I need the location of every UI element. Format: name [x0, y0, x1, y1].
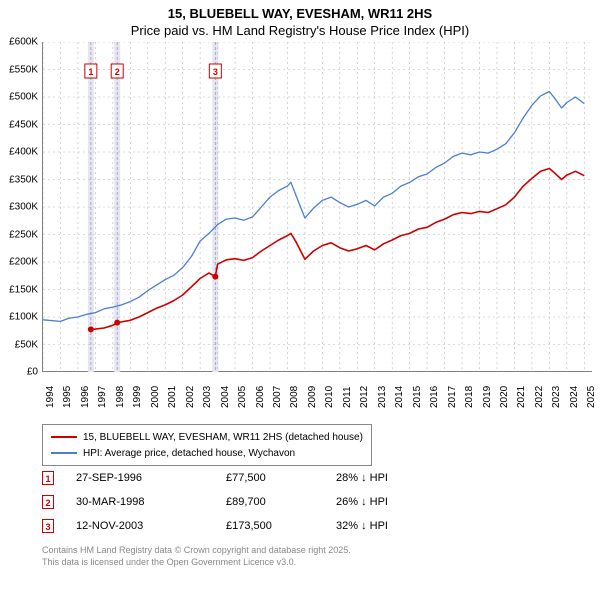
y-tick-label: £550K [9, 64, 38, 75]
x-tick-label: 1996 [80, 386, 91, 408]
y-tick-label: £150K [9, 284, 38, 295]
y-axis-labels: £0£50K£100K£150K£200K£250K£300K£350K£400… [0, 42, 42, 372]
x-tick-label: 2002 [185, 386, 196, 408]
svg-text:1: 1 [88, 67, 93, 77]
sale-price: £77,500 [226, 472, 336, 484]
legend-swatch [51, 436, 77, 438]
sale-marker-box: 1 [42, 471, 54, 485]
x-tick-label: 2004 [220, 386, 231, 408]
svg-text:3: 3 [213, 67, 218, 77]
x-tick-label: 1994 [45, 386, 56, 408]
x-tick-label: 2023 [551, 386, 562, 408]
sale-marker-box: 3 [42, 519, 54, 533]
footer-line1: Contains HM Land Registry data © Crown c… [42, 544, 351, 556]
y-tick-label: £600K [9, 37, 38, 48]
plot-area: 1 2 3 [42, 42, 592, 372]
y-tick-label: £0 [27, 367, 38, 378]
x-axis-labels: 1994 1995 1996 1997 1998 1999 2000 2001 2002 2003… [42, 374, 592, 420]
sale-date: 30-MAR-1998 [76, 496, 226, 508]
sale-pct: 32% ↓ HPI [336, 520, 456, 532]
sales-row: 3 12-NOV-2003£173,50032% ↓ HPI [42, 514, 456, 538]
y-tick-label: £500K [9, 92, 38, 103]
footer-attribution: Contains HM Land Registry data © Crown c… [42, 544, 351, 568]
legend-item: HPI: Average price, detached house, Wych… [51, 445, 363, 461]
x-tick-label: 2011 [342, 386, 353, 408]
x-tick-label: 2016 [429, 386, 440, 408]
svg-text:2: 2 [115, 67, 120, 77]
title-main: 15, BLUEBELL WAY, EVESHAM, WR11 2HS [0, 6, 600, 21]
footer-line2: This data is licensed under the Open Gov… [42, 556, 351, 568]
y-tick-label: £350K [9, 174, 38, 185]
x-tick-label: 2015 [412, 386, 423, 408]
sale-pct: 28% ↓ HPI [336, 472, 456, 484]
x-tick-label: 2024 [569, 386, 580, 408]
x-tick-label: 2005 [237, 386, 248, 408]
x-tick-label: 2014 [394, 386, 405, 408]
y-tick-label: £450K [9, 119, 38, 130]
x-tick-label: 1999 [132, 386, 143, 408]
legend-label: HPI: Average price, detached house, Wych… [83, 448, 295, 459]
x-tick-label: 2008 [289, 386, 300, 408]
sale-price: £173,500 [226, 520, 336, 532]
sales-row: 1 27-SEP-1996£77,50028% ↓ HPI [42, 466, 456, 490]
sales-row: 2 30-MAR-1998£89,70026% ↓ HPI [42, 490, 456, 514]
x-tick-label: 2000 [150, 386, 161, 408]
x-tick-label: 2012 [359, 386, 370, 408]
x-tick-label: 2003 [202, 386, 213, 408]
y-tick-label: £250K [9, 229, 38, 240]
legend-item: 15, BLUEBELL WAY, EVESHAM, WR11 2HS (det… [51, 429, 363, 445]
x-tick-label: 2017 [447, 386, 458, 408]
x-tick-label: 1998 [115, 386, 126, 408]
x-tick-label: 2007 [272, 386, 283, 408]
chart-container: 15, BLUEBELL WAY, EVESHAM, WR11 2HS Pric… [0, 0, 600, 590]
y-tick-label: £50K [15, 339, 38, 350]
chart-svg: 1 2 3 [43, 42, 593, 372]
x-tick-label: 2006 [255, 386, 266, 408]
legend-swatch [51, 452, 77, 454]
x-tick-label: 2021 [516, 386, 527, 408]
x-tick-label: 1995 [62, 386, 73, 408]
sale-marker-box: 2 [42, 495, 54, 509]
x-tick-label: 1997 [97, 386, 108, 408]
x-tick-label: 2018 [464, 386, 475, 408]
y-tick-label: £400K [9, 147, 38, 158]
plot-area-wrap: £0 £50K £100K £150K £200K £250K £300K £350K £400… [0, 42, 600, 420]
sale-date: 27-SEP-1996 [76, 472, 226, 484]
y-tick-label: £200K [9, 257, 38, 268]
x-tick-label: 2022 [534, 386, 545, 408]
x-tick-label: 2001 [167, 386, 178, 408]
x-tick-label: 2025 [586, 386, 597, 408]
sale-price: £89,700 [226, 496, 336, 508]
y-tick-label: £100K [9, 312, 38, 323]
y-tick-label: £300K [9, 202, 38, 213]
legend: 15, BLUEBELL WAY, EVESHAM, WR11 2HS (det… [42, 424, 372, 466]
x-tick-label: 2013 [377, 386, 388, 408]
title-sub: Price paid vs. HM Land Registry's House … [0, 23, 600, 38]
sales-table: 1 27-SEP-1996£77,50028% ↓ HPI 2 30-MAR-1998… [42, 466, 456, 538]
x-tick-label: 2009 [307, 386, 318, 408]
sale-pct: 26% ↓ HPI [336, 496, 456, 508]
legend-label: 15, BLUEBELL WAY, EVESHAM, WR11 2HS (det… [83, 432, 363, 443]
x-tick-label: 2019 [482, 386, 493, 408]
sale-date: 12-NOV-2003 [76, 520, 226, 532]
x-tick-label: 2010 [324, 386, 335, 408]
x-tick-label: 2020 [499, 386, 510, 408]
title-block: 15, BLUEBELL WAY, EVESHAM, WR11 2HS Pric… [0, 0, 600, 38]
